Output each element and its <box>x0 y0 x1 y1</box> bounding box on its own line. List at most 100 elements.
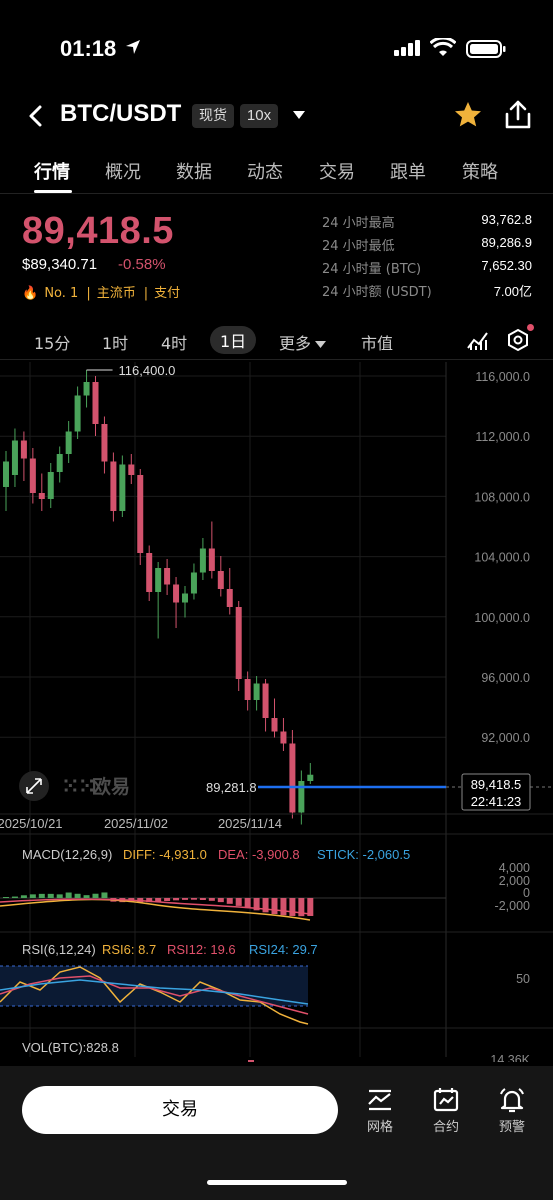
macd-dea: DEA: -3,900.8 <box>218 847 300 862</box>
candle-body <box>119 464 126 511</box>
macd-histogram-bar <box>74 893 81 898</box>
back-arrow-icon[interactable] <box>26 104 48 128</box>
bottom-action-bar: 交易 网格 合约 预警 <box>0 1066 553 1200</box>
location-arrow-icon <box>126 40 140 54</box>
cell-signal-icon <box>394 40 420 56</box>
header: BTC/USDT 现货 10x <box>0 96 553 136</box>
bell-alert-icon <box>500 1088 524 1113</box>
kline-chart[interactable]: 116,000.0 112,000.0 108,000.0 104,000.0 100,… <box>0 362 553 1062</box>
indicator-icon[interactable] <box>466 328 490 352</box>
price-axis-label: 104,000.0 <box>474 551 530 565</box>
tab-feed[interactable]: 动态 <box>247 162 283 183</box>
grid-chart-icon <box>368 1089 391 1111</box>
candle-body <box>20 440 27 459</box>
macd-histogram-bar <box>146 898 153 903</box>
stat-24h-volume: 24 小时量 (BTC) 7,652.30 <box>322 258 532 277</box>
timeframe-1h[interactable]: 1时 <box>102 334 129 353</box>
low-price-label: 89,281.8 <box>206 780 257 795</box>
futures-icon <box>433 1088 459 1112</box>
candle-body <box>11 440 18 475</box>
timeframe-15m[interactable]: 15分 <box>34 334 71 353</box>
tag-separator: | <box>143 286 149 301</box>
home-indicator <box>207 1180 347 1185</box>
candle-body <box>253 683 260 700</box>
macd-histogram-bar <box>38 893 45 898</box>
category-tag-payment[interactable]: 支付 <box>154 286 181 301</box>
price-axis-label: 100,000.0 <box>474 611 530 625</box>
macd-histogram-bar <box>262 898 269 913</box>
macd-axis-label: 4,000 <box>499 861 530 875</box>
macd-histogram-bar <box>3 897 9 898</box>
macd-histogram-bar <box>244 898 251 909</box>
rsi6-line <box>0 966 309 1025</box>
candle-body <box>182 593 188 603</box>
nav-grid-bot[interactable]: 网格 <box>355 1086 405 1135</box>
candle-body <box>92 382 99 424</box>
market-cap-toggle[interactable]: 市值 <box>361 334 394 353</box>
current-price-tag: 89,418.5 <box>471 777 522 792</box>
candle-body <box>235 607 242 679</box>
pair-title[interactable]: BTC/USDT <box>60 100 182 127</box>
macd-histogram-bar <box>155 898 162 902</box>
macd-histogram-bar <box>11 896 18 898</box>
rsi6-value: RSI6: 8.7 <box>102 942 156 957</box>
fire-icon: 🔥 <box>22 286 39 301</box>
candle-body <box>262 683 269 718</box>
price-axis-label: 96,000.0 <box>481 671 530 685</box>
candle-body <box>83 382 90 396</box>
share-icon[interactable] <box>504 99 532 131</box>
chart-settings-icon[interactable] <box>507 328 529 352</box>
candle-body <box>217 571 224 589</box>
watermark-text: 欧易 <box>92 775 130 798</box>
rank-tag[interactable]: No. 1 <box>44 286 79 301</box>
macd-histogram-bar <box>83 895 90 898</box>
macd-axis-label: 2,000 <box>499 874 530 888</box>
macd-histogram-bar <box>217 898 224 903</box>
last-price: 89,418.5 <box>22 210 174 252</box>
candle-body <box>110 461 117 511</box>
nav-price-alert[interactable]: 预警 <box>487 1086 537 1135</box>
timeframe-1d[interactable]: 1日 <box>210 326 257 354</box>
candle-body <box>47 472 54 499</box>
rsi-axis-label: 50 <box>516 972 530 986</box>
star-icon[interactable] <box>452 99 484 131</box>
stats-panel: 24 小时最高 93,762.8 24 小时最低 89,286.9 24 小时量 (… <box>322 212 532 304</box>
candle-body <box>128 464 135 475</box>
tab-overview[interactable]: 概况 <box>105 162 141 183</box>
rsi-label: RSI(6,12,24) <box>22 942 96 957</box>
macd-histogram-bar <box>271 898 278 915</box>
tab-market[interactable]: 行情 <box>34 162 70 183</box>
category-tag-mainstream[interactable]: 主流币 <box>96 286 136 301</box>
nav-futures[interactable]: 合约 <box>421 1086 471 1135</box>
tab-data[interactable]: 数据 <box>176 162 212 183</box>
candle-body <box>190 572 197 594</box>
candle-body <box>164 568 171 585</box>
status-bar: 01:18 <box>0 0 553 90</box>
macd-histogram-bar <box>56 894 63 898</box>
price-axis-label: 92,000.0 <box>481 731 530 745</box>
macd-histogram-bar <box>280 898 287 916</box>
battery-icon <box>466 40 506 58</box>
candle-body <box>199 548 206 573</box>
volume-bar <box>248 1060 254 1062</box>
timeframe-more[interactable]: 更多 <box>279 330 327 354</box>
candle-body <box>155 568 162 592</box>
tab-strategy[interactable]: 策略 <box>462 162 498 183</box>
macd-histogram-bar <box>101 892 108 898</box>
trade-button[interactable]: 交易 <box>22 1086 338 1134</box>
tab-copy-trading[interactable]: 跟单 <box>390 162 426 183</box>
macd-histogram-bar <box>235 898 242 906</box>
macd-histogram-bar <box>29 894 36 898</box>
price-change: -0.58% <box>118 256 166 273</box>
tab-trade[interactable]: 交易 <box>319 162 355 183</box>
wifi-icon <box>430 38 456 56</box>
high-price-label: 116,400.0 <box>119 363 176 378</box>
timeframe-bar: 15分 1时 4时 1日 更多 市值 <box>0 324 553 360</box>
leverage-badge[interactable]: 10x <box>240 104 278 128</box>
timeframe-4h[interactable]: 4时 <box>161 334 188 353</box>
chevron-down-icon[interactable] <box>292 110 306 120</box>
macd-histogram-bar <box>190 898 197 900</box>
rsi24-line <box>0 979 309 1005</box>
macd-diff: DIFF: -4,931.0 <box>123 847 207 862</box>
rsi12-line <box>0 975 309 1015</box>
